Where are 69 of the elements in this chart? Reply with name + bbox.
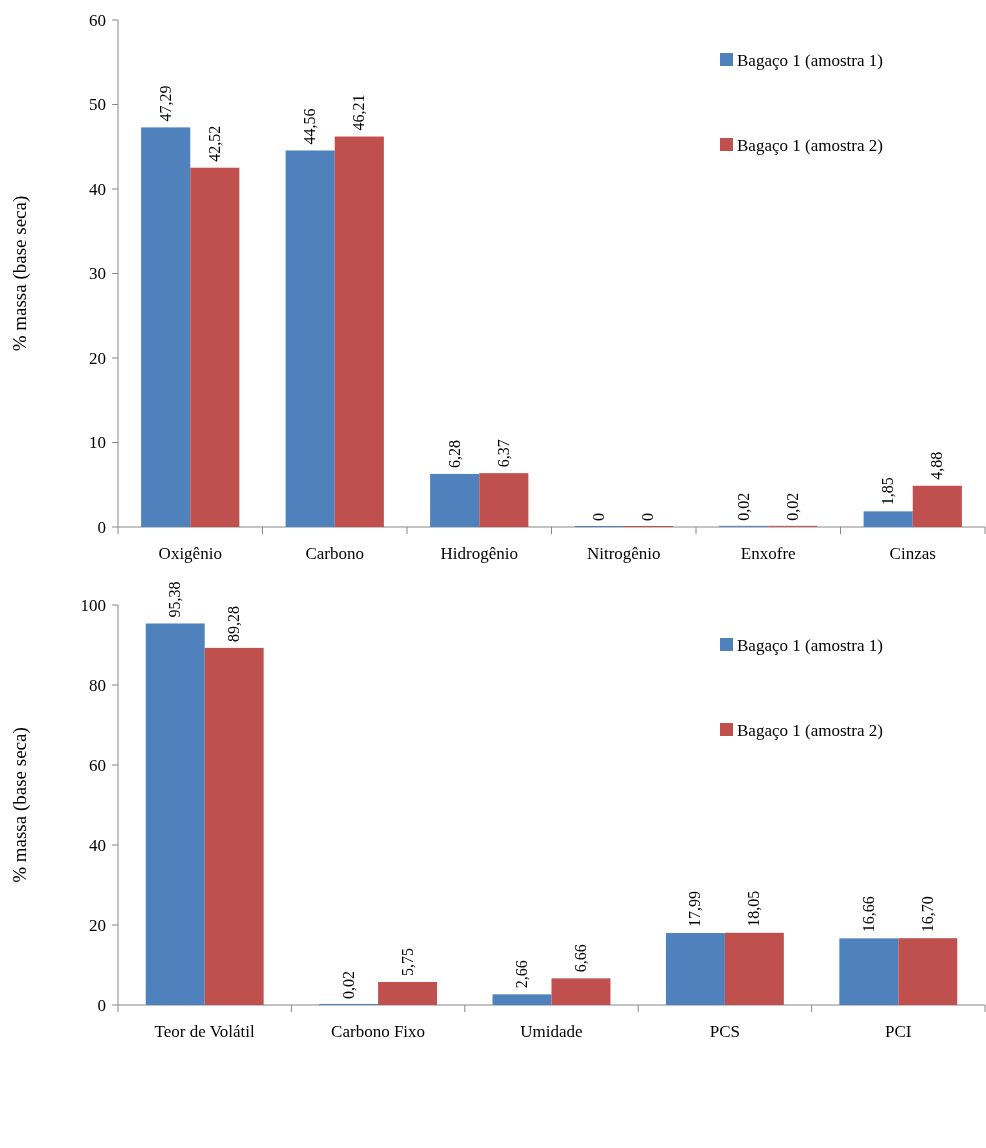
legend-label: Bagaço 1 (amostra 2) bbox=[737, 135, 883, 155]
y-tick-label: 0 bbox=[97, 995, 106, 1015]
x-tick-label: Teor de Volátil bbox=[154, 1022, 256, 1041]
legend-label: Bagaço 1 (amostra 2) bbox=[737, 720, 883, 740]
data-label: 5,75 bbox=[398, 948, 416, 976]
data-label: 1,85 bbox=[879, 477, 897, 506]
bar bbox=[141, 127, 191, 527]
bar bbox=[145, 623, 205, 1005]
bar bbox=[492, 994, 552, 1005]
bar bbox=[334, 136, 384, 527]
x-tick-label: Carbono bbox=[305, 544, 365, 563]
x-tick-label: Nitrogênio bbox=[586, 544, 661, 563]
data-label: 0,02 bbox=[734, 492, 752, 521]
bar bbox=[912, 485, 962, 527]
data-label: 17,99 bbox=[686, 891, 704, 928]
bar bbox=[839, 938, 899, 1005]
bar bbox=[479, 473, 529, 527]
data-label: 46,21 bbox=[350, 94, 368, 131]
bar bbox=[204, 647, 264, 1005]
data-label: 0 bbox=[639, 513, 657, 521]
bar bbox=[378, 982, 438, 1005]
y-tick-label: 20 bbox=[89, 348, 106, 368]
x-tick-label: Cinzas bbox=[889, 544, 936, 563]
data-label: 2,66 bbox=[513, 960, 531, 989]
x-tick-label: Oxigênio bbox=[158, 544, 222, 563]
x-tick-label: PCI bbox=[885, 1022, 912, 1041]
y-tick-label: 40 bbox=[89, 835, 106, 855]
data-label: 0,02 bbox=[339, 970, 357, 999]
data-label: 18,05 bbox=[745, 890, 763, 927]
data-label: 44,56 bbox=[301, 108, 319, 145]
data-label: 4,88 bbox=[928, 451, 946, 480]
data-label: 6,66 bbox=[571, 944, 589, 973]
data-label: 16,66 bbox=[859, 896, 877, 933]
y-tick-label: 50 bbox=[89, 95, 106, 115]
data-label: 6,28 bbox=[445, 439, 463, 468]
bar bbox=[665, 933, 725, 1005]
y-tick-label: 60 bbox=[89, 755, 106, 775]
bar bbox=[430, 473, 480, 527]
y-axis-title: % massa (base seca) bbox=[9, 195, 31, 352]
legend-label: Bagaço 1 (amostra 1) bbox=[737, 50, 883, 70]
bar bbox=[285, 150, 335, 527]
bar bbox=[190, 167, 240, 527]
x-tick-label: PCS bbox=[709, 1022, 741, 1041]
y-tick-label: 10 bbox=[89, 433, 106, 453]
y-tick-label: 30 bbox=[89, 264, 106, 284]
data-label: 95,38 bbox=[166, 581, 184, 618]
y-axis-title: % massa (base seca) bbox=[9, 727, 31, 883]
data-label: 47,29 bbox=[156, 85, 174, 122]
bar bbox=[863, 511, 913, 527]
y-tick-label: 40 bbox=[89, 179, 106, 199]
y-tick-label: 20 bbox=[89, 915, 106, 935]
x-tick-label: Carbono Fixo bbox=[331, 1022, 426, 1041]
data-label: 6,37 bbox=[494, 439, 512, 468]
bar bbox=[551, 978, 611, 1005]
data-label: 0 bbox=[590, 513, 608, 521]
bar bbox=[724, 932, 784, 1005]
data-label: 89,28 bbox=[225, 605, 243, 642]
x-tick-label: Hidrogênio bbox=[440, 544, 518, 563]
y-tick-label: 60 bbox=[89, 10, 106, 30]
y-tick-label: 0 bbox=[97, 517, 106, 537]
y-tick-label: 80 bbox=[89, 675, 106, 695]
x-tick-label: Enxofre bbox=[740, 544, 796, 563]
y-tick-label: 100 bbox=[80, 595, 106, 615]
data-label: 0,02 bbox=[783, 492, 801, 521]
data-label: 42,52 bbox=[205, 125, 223, 162]
x-tick-label: Umidade bbox=[520, 1022, 583, 1041]
bar bbox=[898, 938, 958, 1005]
data-label: 16,70 bbox=[918, 896, 936, 933]
legend-label: Bagaço 1 (amostra 1) bbox=[737, 635, 883, 655]
